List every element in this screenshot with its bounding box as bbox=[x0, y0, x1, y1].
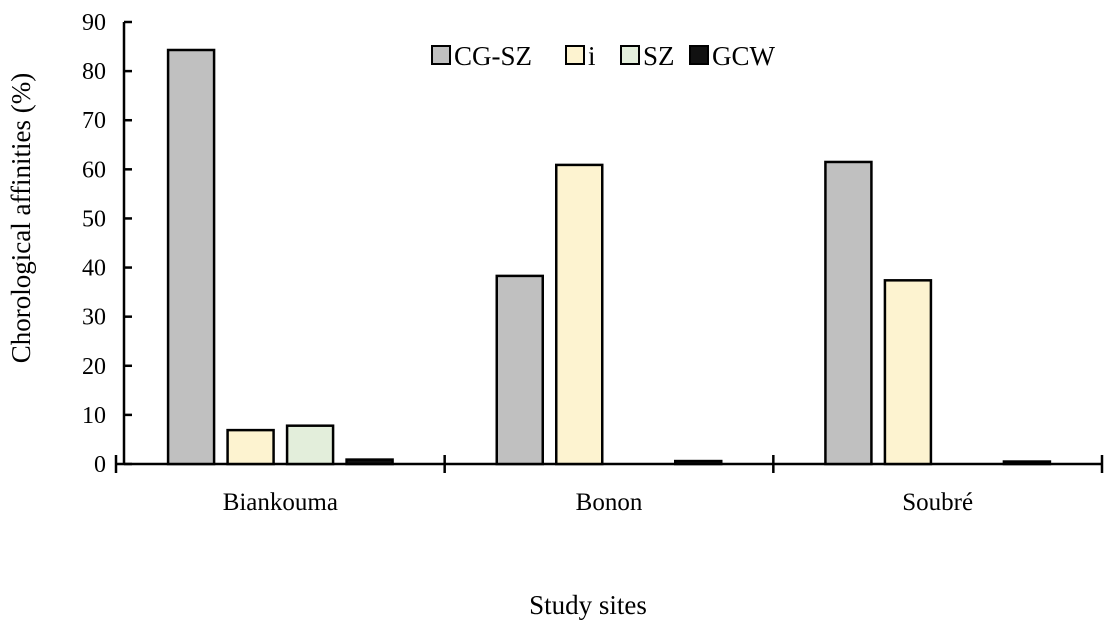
bar-gcw-0 bbox=[345, 458, 394, 466]
x-axis-title: Study sites bbox=[529, 590, 647, 620]
y-tick-label: 50 bbox=[82, 206, 106, 232]
bar-gcw-1 bbox=[674, 459, 723, 466]
bar-i-2 bbox=[883, 279, 933, 466]
x-tick-label: Biankouma bbox=[223, 489, 338, 516]
legend: CG-SZ i SZ GCW bbox=[431, 41, 776, 71]
bar-cg-sz-1 bbox=[495, 274, 544, 466]
bar-cg-sz-2 bbox=[824, 160, 873, 466]
legend-label-gcw: GCW bbox=[712, 41, 776, 71]
x-tick-label: Soubré bbox=[902, 489, 973, 516]
y-tick-label: 40 bbox=[82, 256, 106, 282]
y-tick-label: 90 bbox=[82, 10, 106, 36]
legend-label-sz: SZ bbox=[643, 41, 675, 71]
legend-swatch-sz bbox=[620, 45, 640, 65]
legend-swatch-cg-sz bbox=[431, 45, 451, 65]
y-tick-label: 30 bbox=[82, 305, 106, 331]
legend-label-i: i bbox=[588, 41, 596, 71]
legend-swatch-i bbox=[565, 45, 585, 65]
y-axis-title: Chorological affinities (%) bbox=[6, 73, 36, 363]
bar-i-0 bbox=[226, 428, 275, 466]
bars bbox=[166, 48, 1052, 466]
legend-swatch-gcw bbox=[689, 45, 709, 65]
y-tick-label: 70 bbox=[82, 108, 106, 134]
legend-label-cg-sz: CG-SZ bbox=[454, 41, 532, 71]
y-tick-label: 60 bbox=[82, 157, 106, 183]
y-tick-label: 20 bbox=[82, 354, 106, 380]
y-tick-label: 80 bbox=[82, 59, 106, 85]
y-tick-label: 0 bbox=[94, 452, 106, 478]
tick-labels: 0 10 20 30 40 50 60 70 80 90 Biankouma Bonon Soubré bbox=[82, 10, 973, 516]
x-tick-label: Bonon bbox=[576, 489, 643, 516]
bar-sz-0 bbox=[285, 424, 335, 466]
bar-i-1 bbox=[555, 163, 604, 466]
bar-gcw-2 bbox=[1002, 460, 1052, 466]
y-tick-label: 10 bbox=[82, 403, 106, 429]
axes bbox=[114, 20, 1104, 473]
bar-cg-sz-0 bbox=[166, 48, 216, 466]
